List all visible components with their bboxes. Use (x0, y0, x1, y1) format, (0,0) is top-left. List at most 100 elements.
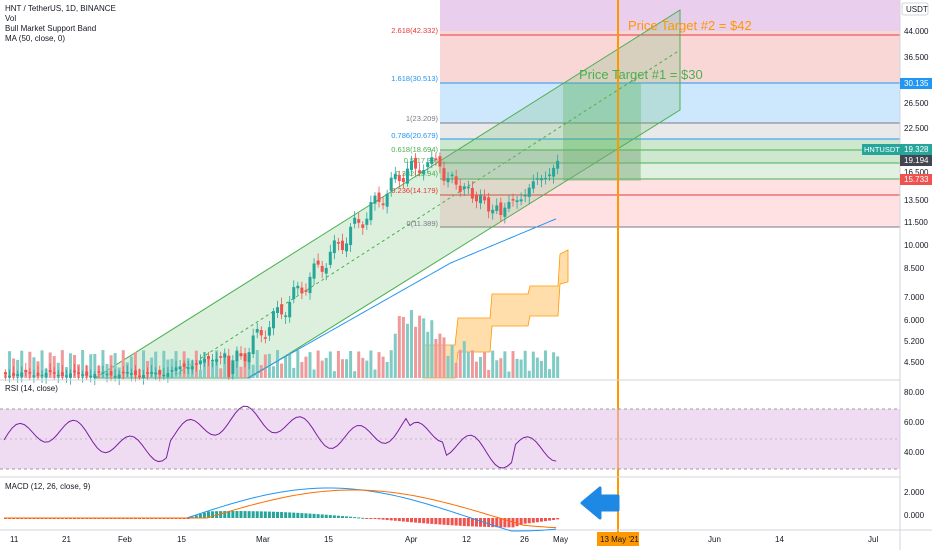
candle-body (324, 267, 328, 274)
candle-body (8, 375, 12, 378)
volume-bar (426, 331, 430, 378)
volume-bar (239, 366, 243, 378)
macd-bar (389, 518, 393, 521)
candle-body (186, 367, 190, 369)
candle-body (446, 178, 450, 183)
volume-bar (397, 316, 401, 378)
volume-bar (438, 333, 442, 378)
macd-bar (430, 518, 434, 524)
macd-bar (446, 518, 450, 526)
macd-bar (263, 511, 267, 518)
time-tick: 14 (775, 535, 784, 544)
volume-bar (442, 337, 446, 378)
macd-bar (361, 517, 365, 519)
volume-bar (434, 338, 438, 378)
channel-midline (169, 49, 681, 379)
macd-tick: 0.000 (904, 511, 925, 520)
macd-bar (556, 518, 560, 520)
macd-bar (198, 513, 202, 518)
candle-body (365, 218, 369, 225)
legend-band[interactable]: Bull Market Support Band (5, 24, 97, 33)
macd-bar (531, 518, 535, 523)
price-tick: 22.500 (904, 124, 929, 133)
candle-body (523, 194, 527, 197)
candle-body (336, 242, 340, 244)
macd-bar (332, 515, 336, 518)
macd-bar (527, 518, 531, 524)
macd-bar (211, 511, 215, 518)
macd-bar (450, 518, 454, 526)
target2-label[interactable]: Price Target #2 = $42 (628, 18, 752, 33)
volume-bar (385, 362, 389, 378)
rsi-line (3, 405, 557, 469)
macd-bar (316, 514, 320, 518)
candle-body (211, 359, 215, 362)
time-tick: Jun (708, 535, 721, 544)
candle-body (450, 174, 454, 177)
volume-bar (499, 358, 503, 378)
macd-bar (219, 511, 223, 518)
macd-bar (271, 511, 275, 518)
volume-bar (552, 352, 556, 378)
candle-body (215, 359, 219, 362)
candle-body (190, 366, 194, 370)
candle-body (312, 263, 316, 279)
target1-label[interactable]: Price Target #1 = $30 (579, 67, 703, 82)
candle-body (129, 373, 133, 375)
price-tick: 6.000 (904, 316, 925, 325)
candle-body (259, 330, 263, 336)
volume-bar (462, 341, 466, 378)
candle-body (231, 360, 235, 374)
candle-body (466, 186, 470, 189)
macd-bar (215, 511, 219, 518)
macd-bar (438, 518, 442, 525)
candle-body (276, 307, 280, 313)
candle-body (81, 374, 85, 376)
candle-body (16, 374, 20, 376)
candle-body (458, 185, 462, 192)
candle-body (499, 202, 503, 215)
price-tick: 11.500 (904, 218, 928, 227)
volume-bar (292, 367, 296, 378)
macd-bar (414, 518, 418, 523)
legend-symbol[interactable]: HNT / TetherUS, 1D, BINANCE (5, 4, 116, 13)
volume-bar (479, 356, 483, 378)
fib-level-label: 0(11.389) (406, 219, 438, 228)
time-tick: 26 (520, 535, 529, 544)
volume-bar (276, 350, 280, 378)
volume-bar (89, 354, 93, 378)
candle-body (105, 373, 109, 376)
time-tick: Feb (118, 535, 132, 544)
legend-vol[interactable]: Vol (5, 14, 17, 23)
candle-body (207, 355, 210, 360)
candle-body (320, 265, 324, 272)
macd-bar (328, 515, 332, 518)
candle-body (539, 178, 543, 181)
volume-bar (288, 352, 292, 378)
volume-bar (531, 351, 535, 378)
fib-level-label: 0.236(14.179) (391, 186, 438, 195)
volume-bar (523, 350, 527, 378)
macd-bar (543, 518, 547, 522)
rsi-label[interactable]: RSI (14, close) (5, 384, 58, 393)
price-tick: 4.500 (904, 358, 925, 367)
volume-bar (511, 351, 515, 378)
macd-bar (267, 511, 271, 518)
volume-bar (308, 352, 312, 378)
macd-bar (357, 517, 361, 519)
volume-bar (259, 365, 263, 378)
currency-badge[interactable]: USDT (906, 5, 928, 14)
price-tick: 5.200 (904, 337, 925, 346)
volume-bar (16, 359, 20, 378)
volume-bar (340, 359, 344, 378)
macd-bar (442, 518, 446, 525)
volume-bar (312, 369, 316, 378)
band-price-badge: 15.733 (904, 175, 929, 184)
legend-ma[interactable]: MA (50, close, 0) (5, 34, 66, 43)
candle-body (280, 304, 284, 315)
volume-bar (556, 356, 560, 378)
target1-price-badge: 30.135 (904, 79, 929, 88)
time-axis[interactable]: 11 21 Feb 15 Mar 15 Apr 12 26 May Jun 14 Jul (10, 535, 878, 544)
macd-label[interactable]: MACD (12, 26, close, 9) (5, 482, 91, 491)
